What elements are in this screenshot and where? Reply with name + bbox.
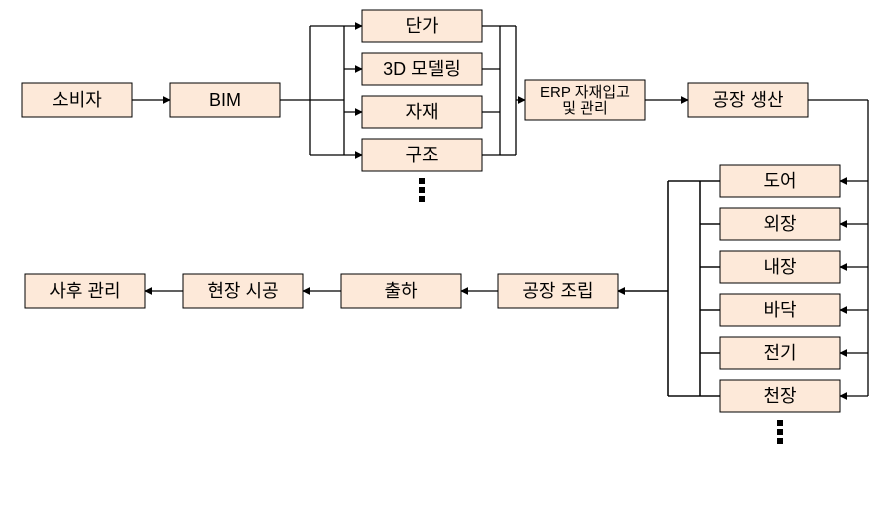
node-ceiling: 천장 [720,380,840,412]
nodes-layer: 소비자 BIM 단가 3D 모델링자재구조 ERP 자재입고및 관리 공장 생산도어외장내… [22,10,840,412]
node-label-consumer: 소비자 [52,90,102,110]
ellipsis-dot [777,429,783,435]
node-label-site: 현장 시공 [207,281,278,301]
node-label-exterior: 외장 [763,214,796,234]
node-label-factory: 공장 생산 [712,90,783,110]
node-model3d: 3D 모델링 [362,53,482,85]
node-assembly: 공장 조립 [498,274,618,308]
node-label-floor: 바닥 [763,300,796,320]
ellipsis-dot [419,187,425,193]
node-label-electric: 전기 [763,343,796,363]
node-factory: 공장 생산 [688,83,808,117]
node-ship: 출하 [341,274,461,308]
node-label-door: 도어 [763,171,796,191]
ellipsis-dot [777,438,783,444]
node-label-ceiling: 천장 [763,386,796,406]
node-label-material: 자재 [405,102,438,122]
node-label-interior: 내장 [763,257,796,277]
node-price: 단가 [362,10,482,42]
ellipsis-dot [419,196,425,202]
node-label-model3d: 3D 모델링 [383,59,461,79]
node-floor: 바닥 [720,294,840,326]
node-label-after: 사후 관리 [49,281,120,301]
node-door: 도어 [720,165,840,197]
ellipsis-dot [777,420,783,426]
node-site: 현장 시공 [183,274,303,308]
node-label-assembly: 공장 조립 [522,281,593,301]
node-interior: 내장 [720,251,840,283]
node-label-structure: 구조 [405,145,438,165]
node-structure: 구조 [362,139,482,171]
node-exterior: 외장 [720,208,840,240]
node-material: 자재 [362,96,482,128]
node-label-erp-1: 및 관리 [562,100,608,117]
node-label-price: 단가 [405,16,438,36]
node-after: 사후 관리 [25,274,145,308]
node-bim: BIM [170,83,280,117]
node-label-bim: BIM [209,90,241,110]
node-erp: ERP 자재입고및 관리 [525,80,645,120]
flowchart-canvas: 소비자 BIM 단가 3D 모델링자재구조 ERP 자재입고및 관리 공장 생산도어외장내… [0,0,890,510]
node-label-erp-0: ERP 자재입고 [540,84,630,101]
node-label-ship: 출하 [384,281,418,301]
node-electric: 전기 [720,337,840,369]
ellipsis-dot [419,178,425,184]
node-consumer: 소비자 [22,83,132,117]
